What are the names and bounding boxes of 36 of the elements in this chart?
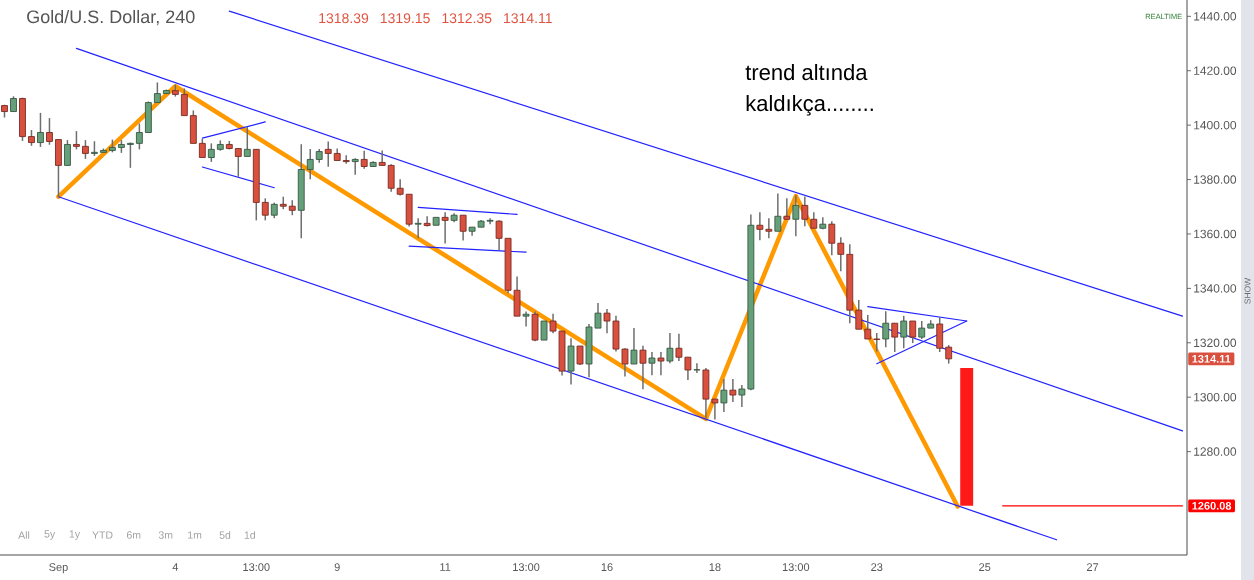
annotation: YTD	[92, 531, 113, 539]
text: SHOW	[1244, 277, 1251, 304]
y-tick-label: 1320.00	[1194, 338, 1237, 348]
x-tick-label: 13:00	[513, 563, 540, 571]
annotation: 5d	[219, 531, 231, 539]
y-tick-label: 1400.00	[1194, 120, 1237, 130]
y-tick-label: 1360.00	[1194, 229, 1237, 239]
x-tick-label: 16	[601, 563, 613, 571]
x-tick-label: 23	[871, 563, 883, 571]
x-tick-label: 13:00	[243, 563, 270, 571]
annotation: 1d	[244, 531, 255, 539]
annotation: All	[18, 531, 30, 539]
chart-title: Gold/U.S. Dollar, 240	[27, 9, 195, 26]
text: 1314.11	[1192, 354, 1231, 363]
y-tick-label: 1300.00	[1194, 392, 1237, 402]
data-label: 1260.08	[1192, 501, 1232, 510]
annotation: trend altında kaldıkça........	[745, 64, 873, 116]
x-tick-label: 27	[1087, 563, 1099, 571]
y-tick-label: 1420.00	[1194, 66, 1237, 75]
x-tick-label: 9	[334, 563, 340, 571]
annotation: 1y	[69, 530, 81, 540]
x-tick-label: 11	[440, 563, 451, 571]
annotation: 6m	[126, 531, 141, 539]
x-tick-label: 25	[979, 563, 991, 571]
x-tick-label: Sep	[49, 563, 68, 574]
annotation: 5y	[44, 530, 56, 540]
y-tick-label: 1340.00	[1194, 284, 1237, 293]
x-tick-label: 18	[709, 563, 721, 571]
y-tick-label: 1380.00	[1194, 175, 1237, 184]
y-tick-label: 1440.00	[1194, 12, 1237, 21]
annotation: 3m	[158, 531, 173, 539]
y-tick-label: 1280.00	[1194, 447, 1237, 456]
x-tick-label: 4	[172, 563, 179, 571]
x-tick-label: 13:00	[782, 563, 810, 571]
text: 1318.39 1319.15 1312.35 1314.11	[319, 13, 552, 24]
annotation: 1m	[188, 531, 202, 539]
